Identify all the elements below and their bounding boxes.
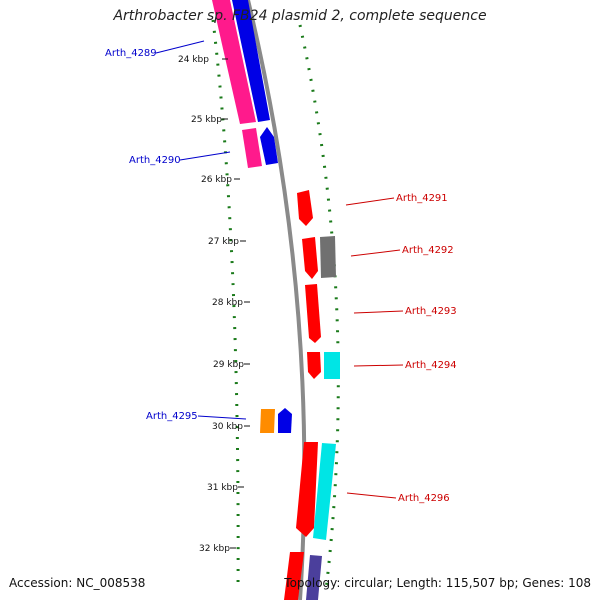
gene-arth-4292-red — [302, 237, 318, 279]
gene-labels: Arth_4289 Arth_4290 Arth_4291 Arth_4292 … — [105, 48, 457, 504]
gene-arth-4296-cyan — [313, 443, 336, 540]
tick-label: 25 kbp — [191, 115, 222, 125]
gene-arth-4295-blue — [278, 408, 292, 433]
gene-arth-4293 — [305, 284, 321, 343]
gene-label-arth-4295[interactable]: Arth_4295 — [146, 411, 198, 422]
gene-label-arth-4291[interactable]: Arth_4291 — [396, 193, 448, 204]
tick-label: 26 kbp — [201, 175, 232, 185]
gene-label-arth-4289[interactable]: Arth_4289 — [105, 48, 157, 59]
accession-text: Accession: NC_008538 — [9, 576, 146, 590]
gene-arth-4296-red — [296, 442, 318, 537]
gene-arth-4292-gray — [320, 236, 336, 278]
map-title: Arthrobacter sp. FB24 plasmid 2, complet… — [113, 8, 487, 24]
gc-dots-inner — [211, 19, 240, 591]
gene-arth-4294-red — [307, 352, 321, 379]
gene-arth-4290-pink — [242, 128, 262, 168]
tick-marks — [222, 58, 250, 549]
tick-label: 30 kbp — [212, 422, 243, 432]
label-leader-lines — [155, 40, 404, 499]
gene-arth-4289-blue — [232, 0, 270, 122]
gene-label-arth-4292[interactable]: Arth_4292 — [402, 245, 454, 256]
tick-label: 28 kbp — [212, 298, 243, 308]
gene-label-arth-4293[interactable]: Arth_4293 — [405, 306, 457, 317]
gene-label-arth-4290[interactable]: Arth_4290 — [129, 155, 181, 166]
tick-label: 32 kbp — [199, 544, 230, 554]
tick-label: 27 kbp — [208, 237, 239, 247]
gene-purple-bottom — [306, 555, 322, 600]
gene-arth-4290-blue — [260, 127, 278, 165]
tick-labels: 24 kbp 25 kbp 26 kbp 27 kbp 28 kbp 29 kb… — [178, 55, 244, 554]
topology-text: Topology: circular; Length: 115,507 bp; … — [284, 576, 591, 590]
tick-label: 31 kbp — [207, 483, 238, 493]
tick-label: 24 kbp — [178, 55, 209, 65]
tick-label: 29 kbp — [213, 360, 244, 370]
gene-arth-4289-pink — [212, 0, 256, 124]
gene-label-arth-4294[interactable]: Arth_4294 — [405, 360, 457, 371]
gene-red-bottom — [284, 552, 304, 600]
gene-arth-4291 — [297, 190, 313, 226]
gene-arth-4294-cyan — [324, 352, 340, 379]
gc-dots-outer — [298, 24, 340, 591]
gene-arth-4295-orange — [260, 409, 275, 433]
gene-label-arth-4296[interactable]: Arth_4296 — [398, 493, 450, 504]
